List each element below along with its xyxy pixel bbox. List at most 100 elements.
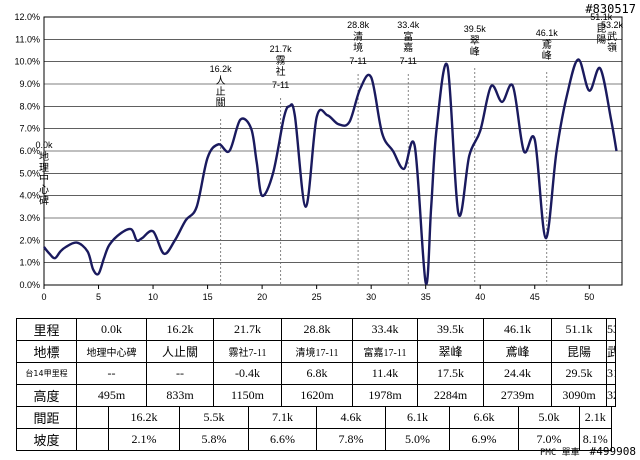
annotation-name: 社 [276, 65, 286, 78]
cell-grade: 8.1% [579, 428, 612, 451]
x-tick-label: 45 [530, 292, 540, 302]
x-tick-label: 30 [366, 292, 376, 302]
annotation-km: 46.1k [536, 28, 559, 38]
y-tick-label: 8.0% [19, 101, 40, 111]
cell-altitude: 3260m [606, 384, 616, 407]
cell-grade: 6.9% [449, 428, 519, 451]
annotation-name: 峰 [470, 46, 480, 58]
annotation-name: 陽 [596, 34, 606, 46]
x-tick-label: 0 [41, 292, 46, 302]
annotation-date: 7-11 [400, 56, 417, 66]
cell-km: 53.2k [606, 318, 616, 341]
row-label-altitude: 高度 [16, 384, 77, 407]
annotation-km: 33.4k [397, 20, 420, 30]
cell-mile: -0.4k [213, 362, 282, 385]
row-altitude: 高度 495m 833m 1150m 1620m 1978m 2284m 273… [16, 384, 616, 407]
annotation-name: 嶺 [607, 42, 617, 54]
cell-place: 鳶峰 [483, 340, 552, 363]
annotation-name: 霧 [276, 55, 286, 67]
cell-km: 51.1k [551, 318, 607, 341]
x-tick-label: 35 [421, 292, 431, 302]
cell-distance: 6.1k [385, 406, 450, 429]
annotation-km: 21.7k [270, 44, 293, 54]
y-tick-label: 12.0% [14, 12, 40, 22]
annotation-km: 0.0k [35, 140, 53, 150]
y-tick-label: 10.0% [14, 57, 40, 67]
y-axis: 0.0% 1.0% 2.0% 3.0% 4.0% 5.0% 6.0% 7.0% 8.0% 9.0%… [14, 12, 40, 290]
row-label-km: 里程 [16, 318, 77, 341]
cell-altitude: 495m [76, 384, 147, 407]
cell-place: 地理中心碑 [76, 340, 147, 363]
row-place: 地標 地理中心碑 人止關 霧社7-11 清境17-11 富嘉17-11 翠峰 鳶… [16, 340, 616, 363]
y-tick-label: 7.0% [19, 124, 40, 134]
cell-km: 33.4k [352, 318, 418, 341]
annotation-name: 富 [403, 30, 413, 43]
annotation-name: 峰 [542, 50, 552, 62]
cell-distance: 7.1k [248, 406, 317, 429]
y-tick-label: 2.0% [19, 235, 40, 245]
y-tick-label: 9.0% [19, 79, 40, 89]
cell-km: 21.7k [213, 318, 282, 341]
cell-place: 霧社7-11 [213, 340, 282, 363]
cell-km: 46.1k [483, 318, 552, 341]
x-tick-label: 50 [584, 292, 594, 302]
annotation-name: 境 [353, 41, 363, 54]
cell-grade: 5.0% [385, 428, 450, 451]
cell-spacer [76, 406, 109, 429]
annotation-name: 人 [216, 75, 226, 87]
cell-altitude: 833m [146, 384, 214, 407]
cell-distance: 6.6k [449, 406, 519, 429]
cell-place: 昆陽 [551, 340, 607, 363]
cell-altitude: 3090m [551, 384, 607, 407]
x-tick-label: 25 [312, 292, 322, 302]
y-tick-label: 6.0% [19, 146, 40, 156]
annotation-name: 地 [39, 150, 49, 163]
cell-grade: 7.0% [518, 428, 580, 451]
y-tick-label: 11.0% [15, 34, 40, 44]
y-tick-label: 3.0% [19, 213, 40, 223]
annotation-name: 心 [39, 184, 49, 196]
y-tick-label: 4.0% [19, 191, 40, 201]
cell-distance: 5.5k [179, 406, 249, 429]
annotation-name: 理 [39, 162, 49, 174]
row-mile: 台14甲里程 -- -- -0.4k 6.8k 11.4k 17.5k 24.4… [16, 362, 616, 385]
cell-altitude: 2739m [483, 384, 552, 407]
cell-mile: 6.8k [281, 362, 353, 385]
annotation-km: 51.1k [590, 12, 613, 22]
annotation-km: 53.2k [601, 20, 624, 30]
cell-place: 武嶺 [606, 340, 616, 363]
cell-mile: 11.4k [352, 362, 418, 385]
annotation-name: 中 [39, 172, 49, 185]
cell-distance: 5.0k [518, 406, 580, 429]
x-tick-label: 20 [257, 292, 267, 302]
cell-mile: 24.4k [483, 362, 552, 385]
cell-place: 清境17-11 [281, 340, 353, 363]
annotation-name: 止 [216, 86, 226, 98]
annotation-km: 28.8k [347, 20, 370, 30]
y-tick-label: 0.0% [19, 280, 40, 290]
annotation-date: 7-11 [272, 80, 289, 90]
row-label-place: 地標 [16, 340, 77, 363]
cell-distance: 2.1k [579, 406, 612, 429]
annotation-km: 16.2k [210, 64, 233, 74]
row-label-grade: 坡度 [16, 428, 77, 451]
cell-place: 人止關 [146, 340, 214, 363]
x-tick-label: 5 [96, 292, 101, 302]
annotation-name: 碑 [39, 194, 49, 207]
cell-altitude: 1620m [281, 384, 353, 407]
x-tick-label: 40 [475, 292, 485, 302]
cell-km: 39.5k [417, 318, 484, 341]
grade-series-line [43, 58, 618, 285]
row-grade: 坡度 2.1% 5.8% 6.6% 7.8% 5.0% 6.9% 7.0% 8.… [16, 428, 616, 451]
annotation-name: 武 [607, 30, 617, 43]
credit-text: PMC 單車 [540, 448, 580, 458]
cell-place: 翠峰 [417, 340, 484, 363]
cell-grade: 6.6% [248, 428, 317, 451]
grade-chart: 0.0% 1.0% 2.0% 3.0% 4.0% 5.0% 6.0% 7.0% 8.0% 9.0%… [14, 12, 624, 302]
watermark-top: #830517 [585, 2, 636, 16]
x-tick-label: 10 [148, 292, 158, 302]
y-tick-label: 5.0% [19, 168, 40, 178]
cell-km: 16.2k [146, 318, 214, 341]
cell-grade: 7.8% [316, 428, 386, 451]
x-axis: 0 5 10 15 20 25 30 35 40 45 50 [41, 285, 594, 302]
